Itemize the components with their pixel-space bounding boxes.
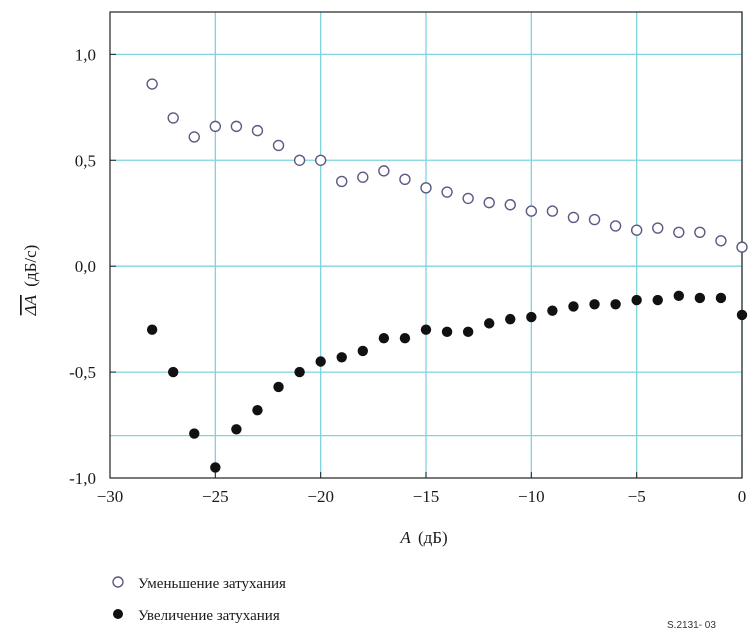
y-tick-label: 1,0 <box>75 45 96 64</box>
data-point-filled <box>378 333 390 344</box>
data-point-filled <box>610 299 621 310</box>
data-point-filled <box>547 305 558 316</box>
data-point-open <box>483 196 495 209</box>
data-point-open <box>336 175 348 188</box>
data-point-filled <box>420 324 432 335</box>
data-point-open <box>146 78 158 90</box>
series-increase-attenuation <box>146 290 748 473</box>
data-point-filled <box>315 356 326 367</box>
data-point-filled <box>526 311 537 323</box>
grid-lines <box>110 12 743 478</box>
data-point-filled <box>146 324 158 335</box>
data-point-filled <box>399 333 411 344</box>
data-point-open <box>462 192 474 205</box>
x-tick-label: −30 <box>97 487 124 506</box>
data-point-filled <box>252 405 263 416</box>
data-point-filled <box>715 292 727 304</box>
data-point-filled <box>462 326 474 338</box>
x-tick-label: −25 <box>202 487 229 506</box>
data-point-open <box>167 112 179 124</box>
y-axis-unit: (дБ/с) <box>21 245 40 287</box>
data-point-open <box>188 131 200 143</box>
x-tick-label: 0 <box>738 487 747 506</box>
data-point-filled <box>484 318 495 329</box>
data-point-filled <box>652 294 663 306</box>
data-point-filled <box>631 294 642 306</box>
x-axis-unit: (дБ) <box>418 528 448 547</box>
data-point-filled <box>231 424 242 435</box>
data-point-filled <box>505 313 516 325</box>
x-tick-label: −10 <box>518 487 545 506</box>
data-point-open <box>652 222 664 234</box>
data-point-open <box>609 220 622 232</box>
legend: Уменьшение затухания Увеличение затухани… <box>112 576 286 624</box>
data-point-filled <box>294 366 305 378</box>
data-point-open <box>314 154 327 166</box>
data-point-open <box>378 165 390 177</box>
svg-text:ΔA (дБ/с): ΔA (дБ/с) <box>21 245 40 317</box>
data-point-open <box>251 124 264 137</box>
y-tick-label: 0,0 <box>75 257 96 276</box>
data-point-open <box>630 224 643 236</box>
data-point-filled <box>189 428 200 439</box>
data-point-open <box>293 154 306 166</box>
y-axis-symbol: ΔA <box>21 294 40 316</box>
data-point-filled <box>736 309 748 321</box>
data-point-filled <box>168 366 179 378</box>
data-point-open <box>420 182 432 194</box>
data-point-open <box>715 235 727 247</box>
data-point-open <box>567 211 580 224</box>
data-point-open <box>441 186 453 198</box>
data-point-open <box>504 199 516 211</box>
data-point-filled <box>589 299 600 310</box>
data-point-open <box>525 205 538 217</box>
x-tick-label: −5 <box>628 487 646 506</box>
x-tick-label: −15 <box>413 487 440 506</box>
data-point-open <box>694 226 706 238</box>
y-axis-label: ΔA (дБ/с) <box>21 245 40 317</box>
y-axis-ticks: 1,0 0,5 0,0 -0,5 -1,0 <box>69 45 116 488</box>
y-tick-label: -1,0 <box>69 469 96 488</box>
data-point-open <box>357 171 369 183</box>
x-axis-symbol: A <box>399 528 411 547</box>
data-point-open <box>399 173 411 186</box>
x-axis-ticks: −30 −25 −20 −15 −10 −5 0 <box>97 472 747 506</box>
data-point-filled <box>273 381 284 393</box>
data-point-filled <box>568 301 579 312</box>
data-point-filled <box>673 290 684 302</box>
data-point-open <box>736 241 748 253</box>
x-tick-label: −20 <box>307 487 334 506</box>
data-point-open <box>209 120 222 133</box>
legend-label-2: Увеличение затухания <box>138 608 280 624</box>
data-point-filled <box>357 345 368 357</box>
y-tick-label: 0,5 <box>75 151 96 170</box>
y-tick-label: -0,5 <box>69 363 96 382</box>
data-point-filled <box>210 462 221 473</box>
x-axis-label: A (дБ) <box>399 528 447 547</box>
data-point-open <box>272 139 285 152</box>
data-point-open <box>588 213 601 226</box>
figure-code: S.2131- 03 <box>667 620 716 630</box>
legend-filled-circle-icon <box>113 609 123 619</box>
data-point-filled <box>441 326 453 338</box>
legend-label-1: Уменьшение затухания <box>138 576 286 592</box>
data-point-filled <box>694 292 706 304</box>
data-point-open <box>546 205 559 217</box>
series-decrease-attenuation <box>146 78 748 253</box>
data-point-open <box>673 226 685 238</box>
legend-open-circle-icon <box>112 576 124 588</box>
data-point-open <box>230 120 243 133</box>
data-point-filled <box>336 352 347 363</box>
